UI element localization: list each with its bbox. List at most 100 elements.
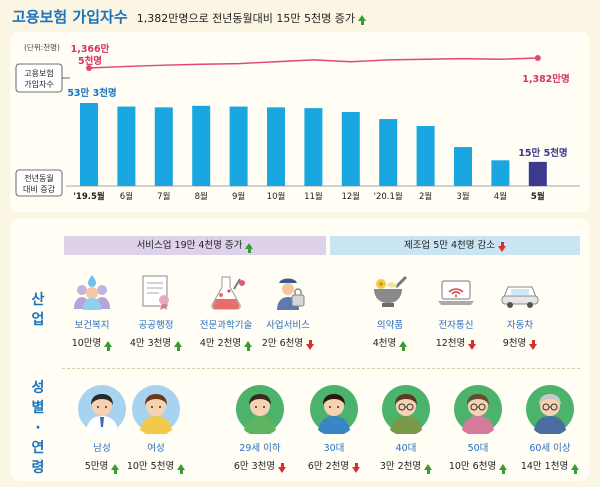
industry-value-row: 4천명 (352, 335, 428, 351)
up-arrow-icon (174, 340, 183, 351)
industry-name: 사업서비스 (266, 320, 310, 331)
industry-item: 보건복지 10만명 (54, 273, 130, 351)
demographic-value-row: 14만 1천명 (512, 458, 588, 474)
up-arrow-icon (499, 463, 508, 474)
industry-item: 자동차 9천명 (482, 273, 558, 350)
demographic-item: 40대 3만 2천명 (368, 384, 444, 474)
section-divider (62, 368, 580, 369)
bar-legend: 전년동월 대비 증감 (15, 169, 63, 197)
demographic-item: 60세 이상 14만 1천명 (512, 384, 588, 474)
healthcare-people-icon (70, 273, 114, 315)
industry-value: 10만명 (71, 338, 102, 349)
up-arrow-icon (244, 340, 253, 351)
industry-value-row: 4만 2천명 (188, 335, 264, 351)
demographic-value: 5만명 (84, 461, 109, 472)
demographic-name: 50대 (467, 443, 489, 454)
industry-name: 공공행정 (138, 320, 174, 331)
section-label-char: 성 (31, 380, 45, 396)
demographic-name: 29세 이하 (239, 443, 281, 454)
line-point-first (86, 65, 92, 71)
demographic-value-row: 10만 5천명 (118, 458, 194, 474)
bar-legend-text-2: 대비 증감 (23, 184, 56, 194)
bar-9 (416, 126, 435, 186)
industry-name: 의약품 (376, 320, 404, 331)
industry-value: 4만 2천명 (199, 338, 242, 349)
title-main: 고용보험 가입자수 (12, 8, 128, 26)
bar-12 (528, 161, 547, 186)
industry-value-row: 12천명 (418, 335, 494, 350)
bar-first-label: 53만 3천명 (67, 87, 116, 99)
demographic-name: 여성 (147, 443, 165, 454)
young-avatar-icon (235, 384, 285, 438)
bar-3 (192, 105, 211, 186)
line-first-label-1: 1,366만 (71, 43, 110, 55)
line-legend-text-2: 가입자수 (24, 80, 53, 89)
page-title: 고용보험 가입자수 1,382만명으로 전년동월대비 15만 5천명 증가 (12, 6, 366, 27)
up-arrow-icon (424, 463, 433, 474)
demographics-label: 성 별 · 연 령 (28, 378, 48, 478)
up-arrow-icon (111, 463, 120, 474)
x-tick-label: 6월 (120, 191, 133, 202)
title-subtitle: 1,382만명으로 전년동월대비 15만 5천명 증가 (136, 12, 355, 25)
x-tick-label: 8월 (195, 191, 208, 202)
demographic-name: 40대 (395, 443, 417, 454)
demographic-value: 10만 5천명 (126, 461, 175, 472)
industry-value: 12천명 (435, 338, 466, 349)
demographic-item: 50대 10만 6천명 (440, 384, 516, 474)
demographic-name: 남성 (93, 443, 111, 454)
industry-value-row: 2만 6천명 (250, 335, 326, 350)
demographic-value: 6만 2천명 (307, 461, 350, 472)
down-arrow-icon (529, 339, 538, 350)
section-label-char: 산 (31, 292, 45, 308)
breakdown-panel (10, 218, 590, 481)
x-tick-label: '20.1월 (374, 191, 403, 202)
forties-avatar-icon (381, 384, 431, 438)
bar-0 (80, 103, 98, 186)
man-avatar-icon (77, 384, 127, 438)
line-legend-text-1: 고용보험 (24, 69, 53, 78)
section-label-char: 령 (31, 460, 45, 476)
section-label-char: · (35, 420, 41, 436)
demographic-value: 6만 3천명 (233, 461, 276, 472)
industry-name: 전자통신 (438, 320, 474, 331)
industry-name: 보건복지 (74, 320, 110, 331)
down-arrow-icon (306, 339, 315, 350)
section-label-char: 업 (31, 312, 45, 328)
demographic-value-row: 3만 2천명 (368, 458, 444, 474)
x-tick-label: 11월 (304, 191, 323, 202)
industry-item: 전문과학기술 4만 2천명 (188, 273, 264, 351)
industry-value-row: 4만 3천명 (118, 335, 194, 351)
x-tick-label: 9월 (232, 191, 245, 202)
industry-name: 전문과학기술 (199, 320, 253, 331)
industry-value-row: 10만명 (54, 335, 130, 351)
demographic-value: 14만 1천명 (520, 461, 569, 472)
down-arrow-icon (498, 241, 507, 252)
bar-5 (267, 107, 285, 186)
flask-icon (204, 273, 248, 315)
down-arrow-icon (352, 462, 361, 473)
bar-8 (379, 119, 398, 186)
demographic-item: 29세 이하 6만 3천명 (222, 384, 298, 473)
thirties-avatar-icon (309, 384, 359, 438)
service-header: 서비스업 19만 4천명 증가 (64, 236, 326, 255)
laptop-wifi-icon (434, 273, 478, 315)
demographic-item: 여성 10만 5천명 (118, 384, 194, 474)
bar-4 (229, 106, 248, 186)
unit-label: (단위:천명) (24, 42, 60, 52)
industry-value: 4천명 (372, 338, 397, 349)
bar-6 (304, 108, 323, 186)
x-tick-label: 7월 (157, 191, 170, 202)
industry-item: 사업서비스 2만 6천명 (250, 273, 326, 350)
industry-value: 2만 6천명 (261, 338, 304, 349)
security-guard-icon (266, 273, 310, 315)
up-arrow-icon (571, 463, 580, 474)
woman-avatar-icon (131, 384, 181, 438)
demographic-value: 10만 6천명 (448, 461, 497, 472)
line-last-label: 1,382만명 (522, 73, 570, 85)
mortar-pills-icon (368, 273, 412, 315)
employment-chart: (단위:천명) 고용보험 가입자수 전년동월 대비 증감 '19.5월 6월 7월 8… (15, 42, 580, 202)
demographic-value-row: 6만 2천명 (296, 458, 372, 473)
up-arrow-icon (177, 463, 186, 474)
industry-item: 의약품 4천명 (352, 273, 428, 351)
